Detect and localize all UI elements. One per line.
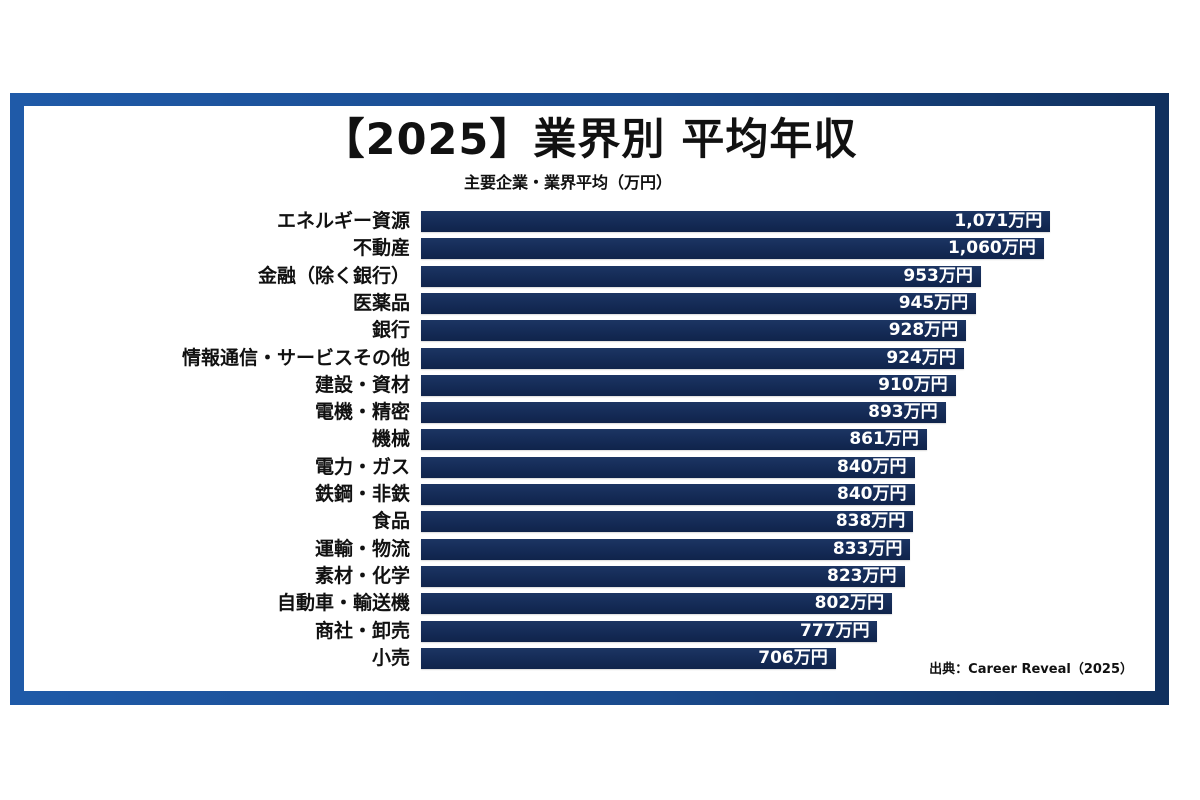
bar: 823万円 bbox=[421, 565, 905, 587]
category-label: 運輸・物流 bbox=[314, 537, 410, 560]
category-label: 不動産 bbox=[352, 237, 410, 260]
category-label: 情報通信・サービスその他 bbox=[181, 346, 410, 369]
category-label: エネルギー資源 bbox=[276, 210, 410, 232]
bar: 861万円 bbox=[421, 429, 927, 451]
value-label: 910万円 bbox=[878, 374, 948, 395]
category-label: 小売 bbox=[371, 646, 410, 669]
bar: 706万円 bbox=[421, 647, 836, 669]
bar: 838万円 bbox=[421, 511, 914, 533]
bar-row: 鉄鋼・非鉄 840万円 bbox=[24, 483, 1155, 510]
bar: 893万円 bbox=[421, 402, 946, 424]
bar: 953万円 bbox=[421, 265, 981, 287]
value-label: 945万円 bbox=[898, 292, 969, 313]
value-label: 924万円 bbox=[886, 347, 956, 368]
category-label: 鉄鋼・非鉄 bbox=[314, 483, 410, 505]
bar-row: 自動車・輸送機 802万円 bbox=[24, 592, 1155, 619]
source-note: 出典：Career Reveal（2025） bbox=[929, 662, 1133, 677]
value-label: 823万円 bbox=[827, 565, 897, 586]
category-label: 食品 bbox=[371, 510, 410, 533]
bar-row: 機械 861万円 bbox=[24, 428, 1155, 455]
bar: 840万円 bbox=[421, 484, 915, 505]
value-label: 861万円 bbox=[849, 429, 919, 450]
bar-row: 素材・化学 823万円 bbox=[24, 565, 1155, 592]
category-label: 素材・化学 bbox=[314, 564, 410, 587]
category-label: 自動車・輸送機 bbox=[276, 592, 410, 615]
bar-row: 情報通信・サービスその他 924万円 bbox=[24, 347, 1155, 374]
bar: 924万円 bbox=[421, 347, 964, 369]
category-label: 医薬品 bbox=[352, 291, 410, 314]
chart-subtitle: 主要企業・業界平均（万円） bbox=[464, 173, 673, 192]
bar-row: 銀行 928万円 bbox=[24, 319, 1155, 346]
bar: 928万円 bbox=[421, 320, 967, 342]
value-label: 706万円 bbox=[758, 647, 828, 668]
bar-row: 不動産 1,060万円 bbox=[24, 237, 1155, 264]
bar: 1,071万円 bbox=[421, 211, 1051, 232]
bar-row: 商社・卸売 777万円 bbox=[24, 620, 1155, 647]
category-label: 電力・ガス bbox=[314, 455, 410, 478]
chart-frame: 【2025】業界別 平均年収 主要企業・業界平均（万円） エネルギー資源 1,07… bbox=[10, 93, 1169, 705]
bar-row: 金融（除く銀行） 953万円 bbox=[24, 265, 1155, 292]
bar: 802万円 bbox=[421, 593, 893, 615]
value-label: 1,060万円 bbox=[947, 238, 1036, 259]
bar-row: 電機・精密 893万円 bbox=[24, 401, 1155, 428]
bar: 945万円 bbox=[421, 292, 977, 314]
value-label: 833万円 bbox=[832, 538, 903, 559]
category-label: 金融（除く銀行） bbox=[257, 264, 410, 287]
chart-panel: 【2025】業界別 平均年収 主要企業・業界平均（万円） エネルギー資源 1,07… bbox=[24, 106, 1155, 691]
bar-row: 運輸・物流 833万円 bbox=[24, 538, 1155, 565]
bar: 910万円 bbox=[421, 374, 956, 396]
chart-title: 【2025】業界別 平均年収 bbox=[321, 115, 858, 165]
bar-row: 医薬品 945万円 bbox=[24, 292, 1155, 319]
value-label: 953万円 bbox=[903, 265, 973, 286]
category-label: 電機・精密 bbox=[314, 401, 410, 424]
value-label: 838万円 bbox=[835, 511, 906, 532]
category-label: 商社・卸売 bbox=[314, 619, 410, 642]
bar: 833万円 bbox=[421, 538, 911, 560]
value-label: 1,071万円 bbox=[954, 211, 1043, 231]
bar-row: 食品 838万円 bbox=[24, 510, 1155, 537]
bar: 777万円 bbox=[421, 620, 878, 642]
value-label: 840万円 bbox=[837, 456, 907, 477]
category-label: 機械 bbox=[371, 428, 410, 451]
value-label: 928万円 bbox=[888, 320, 959, 341]
bar-row: 建設・資材 910万円 bbox=[24, 374, 1155, 401]
value-label: 893万円 bbox=[868, 402, 938, 423]
bar: 840万円 bbox=[421, 456, 915, 478]
bar: 1,060万円 bbox=[421, 238, 1044, 260]
category-label: 銀行 bbox=[371, 319, 410, 342]
value-label: 802万円 bbox=[814, 593, 885, 614]
bar-row: 電力・ガス 840万円 bbox=[24, 456, 1155, 483]
bar-row: 小売 706万円 bbox=[24, 647, 1155, 674]
value-label: 840万円 bbox=[837, 484, 907, 504]
bar-row: エネルギー資源 1,071万円 bbox=[24, 210, 1155, 237]
value-label: 777万円 bbox=[799, 620, 870, 641]
category-label: 建設・資材 bbox=[314, 373, 410, 396]
